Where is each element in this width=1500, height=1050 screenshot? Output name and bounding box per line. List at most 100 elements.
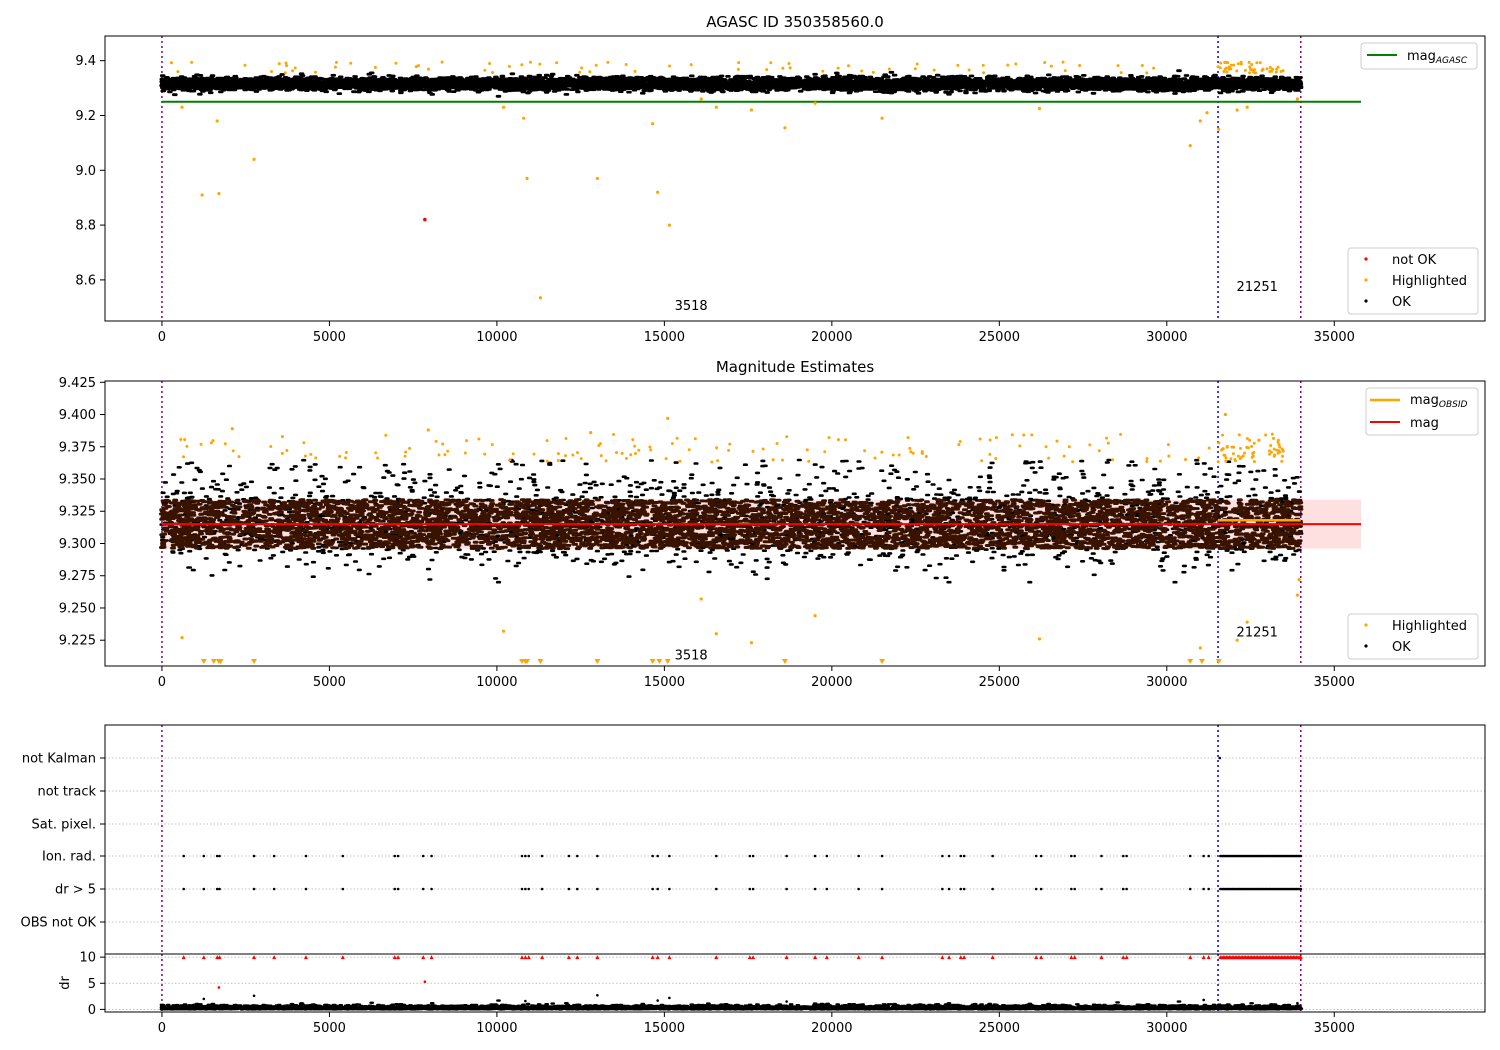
highlighted-point	[1219, 61, 1223, 65]
highlighted-point	[1062, 454, 1066, 458]
highlighted-point	[594, 63, 598, 67]
y-tick-label: 9.300	[59, 537, 96, 552]
dr-clipped-marker	[947, 955, 952, 960]
highlighted-point	[785, 435, 789, 439]
highlighted-point	[511, 452, 515, 456]
highlighted-point	[302, 441, 306, 445]
flag-event	[1121, 854, 1125, 858]
flag-event	[567, 854, 571, 858]
flag-event	[393, 887, 397, 891]
highlighted-point	[1063, 69, 1067, 73]
highlighted-point	[1251, 454, 1255, 458]
highlighted-point	[280, 435, 284, 439]
dr-point	[202, 997, 206, 1001]
dr-clipped-marker	[784, 955, 789, 960]
x-tick-label: 30000	[1146, 1021, 1187, 1036]
highlighted-point	[1235, 638, 1239, 642]
flag-event	[825, 887, 829, 891]
highlighted-point	[675, 436, 679, 440]
dr-clipped-marker	[303, 955, 308, 960]
highlighted-point	[624, 456, 628, 460]
dr-clipped-marker	[1034, 955, 1039, 960]
clipped-marker	[664, 659, 671, 664]
ok-points-core	[159, 498, 1304, 551]
highlighted-point	[488, 61, 492, 65]
highlighted-point	[580, 66, 584, 70]
highlighted-point	[1105, 436, 1109, 440]
y-tick-label: 0	[88, 1003, 96, 1018]
highlighted-point	[924, 455, 928, 459]
x-tick-label: 10000	[476, 330, 517, 345]
highlighted-point	[1224, 456, 1228, 460]
highlighted-point	[1022, 433, 1026, 437]
highlighted-point	[737, 61, 741, 65]
highlighted-point	[373, 65, 377, 69]
flag-event	[651, 887, 654, 891]
highlighted-point	[1253, 71, 1257, 75]
x-tick-label: 30000	[1146, 675, 1187, 690]
highlighted-point	[578, 70, 582, 74]
highlighted-point	[303, 454, 307, 458]
highlighted-point	[538, 296, 543, 300]
highlighted-point	[1044, 445, 1048, 449]
highlighted-point	[1247, 60, 1251, 64]
dr-point	[252, 994, 256, 998]
top-plot-area	[159, 36, 1362, 321]
highlighted-point	[749, 641, 754, 645]
highlighted-point	[1252, 460, 1256, 464]
highlighted-point	[179, 438, 183, 442]
clipped-marker	[879, 659, 886, 664]
middle-title: Magnitude Estimates	[716, 358, 874, 376]
flag-category-label: dr > 5	[55, 883, 96, 898]
highlighted-point	[1245, 105, 1249, 109]
highlighted-point	[699, 597, 703, 601]
obsid-label: 3518	[675, 299, 708, 314]
highlighted-point	[1198, 646, 1202, 650]
highlighted-point	[556, 459, 560, 463]
top-y-axis: 8.6 8.8 9.0 9.2 9.4	[75, 54, 105, 288]
top-legend-status: not OK Highlighted OK	[1347, 247, 1479, 315]
highlighted-point	[483, 452, 487, 456]
y-tick-label: 9.0	[75, 164, 96, 179]
highlighted-point	[631, 438, 635, 442]
highlighted-point	[771, 458, 775, 462]
legend-highlighted-swatch	[1364, 278, 1368, 282]
highlighted-point	[988, 438, 992, 442]
flag-category-label: not track	[37, 785, 96, 800]
x-tick-label: 25000	[979, 330, 1020, 345]
flag-event	[304, 887, 308, 891]
highlighted-point	[183, 438, 187, 442]
y-tick-label: 10	[79, 951, 96, 966]
highlighted-point	[1276, 438, 1280, 442]
highlighted-point	[1275, 448, 1279, 452]
highlighted-point	[909, 450, 913, 454]
highlighted-point	[908, 446, 912, 450]
highlighted-point	[751, 449, 755, 453]
highlighted-point	[314, 456, 318, 460]
flag-category-label: Sat. pixel.	[32, 818, 96, 833]
dr-clipped-marker	[990, 955, 995, 960]
highlighted-point	[1119, 432, 1123, 436]
highlighted-point	[1280, 454, 1284, 458]
highlighted-point	[1278, 445, 1282, 449]
dr-clipped-marker	[429, 955, 434, 960]
highlighted-point	[538, 62, 542, 66]
flag-event	[1125, 854, 1128, 858]
flag-event	[215, 854, 219, 858]
flag-event	[785, 887, 788, 891]
y-tick-label: 9.400	[59, 408, 96, 423]
highlighted-point	[575, 451, 579, 455]
flag-event	[524, 887, 527, 891]
flag-event	[218, 887, 221, 891]
dr-clipped-marker	[1206, 955, 1211, 960]
highlighted-point	[649, 448, 653, 452]
highlighted-point	[1221, 433, 1225, 437]
highlighted-point	[687, 448, 691, 452]
highlighted-point	[446, 449, 450, 453]
highlighted-point	[871, 70, 875, 74]
flag-event	[785, 854, 788, 858]
clipped-marker	[217, 659, 224, 664]
highlighted-point	[633, 451, 637, 455]
clipped-marker	[210, 659, 217, 664]
clipped-marker	[524, 659, 531, 664]
